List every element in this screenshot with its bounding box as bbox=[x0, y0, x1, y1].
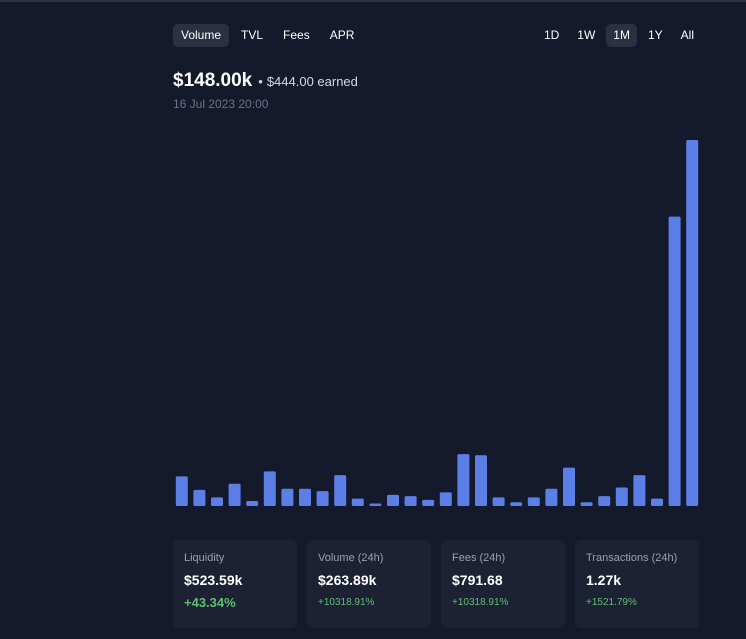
stat-value: $523.59k bbox=[184, 572, 243, 588]
chart-bar[interactable] bbox=[615, 487, 628, 506]
range-tabs: 1D 1W 1M 1Y All bbox=[537, 24, 701, 47]
range-1w[interactable]: 1W bbox=[577, 28, 596, 42]
chart-bar[interactable] bbox=[246, 501, 259, 506]
chart-bar[interactable] bbox=[175, 476, 188, 506]
stat-label: Fees (24h) bbox=[452, 552, 506, 564]
headline-separator: • bbox=[258, 74, 263, 89]
range-1y[interactable]: 1Y bbox=[647, 28, 663, 42]
chart-bar[interactable] bbox=[299, 488, 311, 506]
chart-bar[interactable] bbox=[510, 502, 523, 506]
stat-change: +43.34% bbox=[184, 595, 236, 610]
chart-bar[interactable] bbox=[263, 471, 276, 506]
chart-bar[interactable] bbox=[193, 489, 206, 506]
range-all[interactable]: All bbox=[680, 28, 694, 42]
chart-bar[interactable] bbox=[439, 492, 452, 506]
volume-bar-chart[interactable] bbox=[173, 126, 701, 508]
chart-bar[interactable] bbox=[387, 494, 399, 506]
tab-fees[interactable]: Fees bbox=[283, 28, 310, 42]
tab-tvl[interactable]: TVL bbox=[241, 28, 264, 42]
chart-bar[interactable] bbox=[651, 498, 663, 506]
chart-bar[interactable] bbox=[545, 488, 558, 506]
chart-bar[interactable] bbox=[281, 488, 294, 506]
stat-change: +1521.79% bbox=[586, 597, 637, 608]
stat-label: Liquidity bbox=[184, 552, 225, 564]
chart-bar[interactable] bbox=[633, 475, 646, 506]
chart-bar[interactable] bbox=[334, 475, 347, 506]
stats-cards: Liquidity $523.59k +43.34% Volume (24h) … bbox=[173, 540, 699, 628]
chart-bar[interactable] bbox=[211, 497, 223, 506]
stat-value: $791.68 bbox=[452, 572, 503, 588]
stat-label: Transactions (24h) bbox=[586, 552, 678, 564]
chart-bar[interactable] bbox=[668, 216, 681, 506]
tab-apr[interactable]: APR bbox=[329, 28, 355, 42]
range-1m[interactable]: 1M bbox=[606, 24, 637, 47]
headline-timestamp: 16 Jul 2023 20:00 bbox=[173, 97, 269, 111]
chart-bar[interactable] bbox=[580, 502, 593, 506]
chart-bar[interactable] bbox=[457, 454, 470, 506]
chart-bar[interactable] bbox=[228, 483, 241, 506]
stat-change: +10318.91% bbox=[318, 597, 375, 608]
metric-tabs: Volume TVL Fees APR bbox=[173, 24, 362, 47]
chart-bar[interactable] bbox=[369, 503, 382, 506]
chart-bar[interactable] bbox=[316, 491, 329, 506]
stat-card-fees-24h: Fees (24h) $791.68 +10318.91% bbox=[441, 540, 565, 628]
window-top-edge bbox=[0, 0, 746, 2]
chart-bar[interactable] bbox=[351, 498, 364, 506]
range-1d[interactable]: 1D bbox=[543, 28, 560, 42]
chart-bar[interactable] bbox=[422, 499, 435, 506]
stat-card-liquidity: Liquidity $523.59k +43.34% bbox=[173, 540, 297, 628]
stat-value: 1.27k bbox=[586, 572, 622, 588]
chart-bar[interactable] bbox=[492, 497, 505, 506]
stat-card-transactions-24h: Transactions (24h) 1.27k +1521.79% bbox=[575, 540, 699, 628]
tab-volume[interactable]: Volume bbox=[173, 24, 230, 47]
chart-bar[interactable] bbox=[598, 496, 611, 506]
stat-change: +10318.91% bbox=[452, 597, 509, 608]
chart-bar[interactable] bbox=[527, 497, 540, 506]
headline-earned: $444.00 earned bbox=[266, 74, 358, 89]
stat-card-volume-24h: Volume (24h) $263.89k +10318.91% bbox=[307, 540, 431, 628]
chart-bar[interactable] bbox=[686, 140, 699, 506]
stat-value: $263.89k bbox=[318, 572, 377, 588]
headline-value: $148.00k bbox=[173, 70, 253, 91]
chart-bar[interactable] bbox=[475, 455, 487, 506]
stat-label: Volume (24h) bbox=[318, 552, 384, 564]
headline: $148.00k • $444.00 earned bbox=[173, 70, 358, 92]
chart-bar[interactable] bbox=[563, 467, 575, 506]
chart-bar[interactable] bbox=[404, 496, 417, 506]
